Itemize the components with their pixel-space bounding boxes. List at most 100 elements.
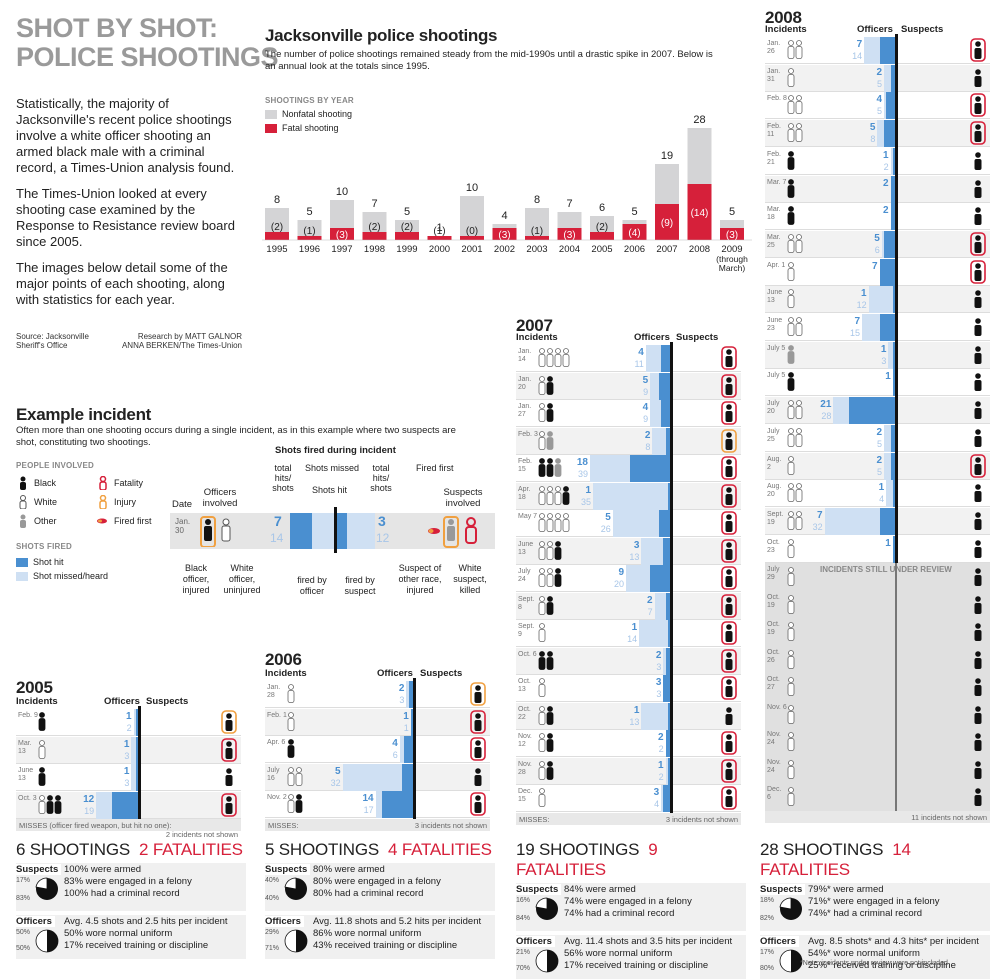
- officer-shots: 1: [403, 722, 409, 733]
- officer-shots: 5: [876, 78, 882, 89]
- x-tick-label: 1999: [396, 244, 417, 255]
- person-icon: [538, 705, 546, 725]
- uniform-pie-chart: [284, 929, 308, 953]
- person-icon: [538, 595, 546, 615]
- shot-missed-label: Shot missed/heard: [33, 571, 109, 581]
- suspect-icons: [221, 765, 237, 794]
- shots-hit-bar: [848, 397, 895, 425]
- fired-first-label: Fired first: [416, 463, 454, 473]
- intro-paragraph: The Times-Union looked at every shooting…: [16, 186, 235, 249]
- shot-hit-swatch: [16, 557, 28, 567]
- cap-white-officer: White officer, uninjured: [223, 563, 261, 595]
- race-pie-chart: [284, 877, 307, 900]
- officer-hits: 3: [633, 539, 640, 551]
- shootings-count: 19 SHOOTINGS: [516, 840, 640, 859]
- chart-title: Jacksonville police shootings: [265, 26, 498, 45]
- person-icon: [295, 794, 303, 813]
- shots-hit-bar: [659, 510, 670, 537]
- year-summary: 6 SHOOTINGS 2 FATALITIES Suspects 17% 83…: [16, 840, 246, 959]
- shots-hit-bar: [667, 702, 670, 730]
- officer-hits: 4: [642, 402, 649, 413]
- bar-total-label: 4: [501, 210, 507, 222]
- shots-hit-bar: [135, 709, 138, 736]
- bar-fatal: [362, 232, 387, 240]
- not-shown-label: 3 incidents not shown: [414, 820, 487, 830]
- shots-missed-bar: [884, 424, 895, 452]
- person-icon: [795, 95, 803, 115]
- officer-icons: [787, 67, 795, 93]
- person-icon: [787, 732, 795, 752]
- incident-date: Feb. 9: [18, 712, 38, 719]
- officer-hits: 2: [876, 454, 882, 466]
- shots-missed-bar: [890, 147, 895, 175]
- suspects-summary: Suspects 40% 40% 80% were armed 80% were…: [265, 863, 495, 911]
- legend-other: Other: [34, 516, 57, 526]
- not-shown-label: 11 incidents not shown: [911, 812, 987, 822]
- officer-shots: 4: [654, 799, 660, 809]
- footnote: *Note: incidents under review were not i…: [800, 960, 948, 967]
- officer-icons: [787, 289, 795, 314]
- officer-icons: [787, 427, 803, 453]
- shots-hit-bar: [665, 427, 670, 455]
- suspect-icons: [721, 483, 737, 513]
- officers-label: Officers: [760, 936, 799, 947]
- officer-shots: 14: [627, 634, 638, 644]
- person-icon: [787, 787, 795, 807]
- chart-tag: SHOOTINGS BY YEAR: [265, 96, 354, 105]
- example-officer-miss-bar: [312, 513, 334, 549]
- shots-tag: SHOTS FIRED: [16, 542, 72, 551]
- officer-shots: 2: [126, 723, 132, 733]
- officer-shots: 32: [330, 777, 341, 788]
- person-icon: [787, 150, 795, 170]
- incident-date: Nov. 2: [267, 794, 287, 801]
- off-pct-1: 50%: [16, 929, 31, 936]
- officer-hits: 4: [638, 347, 644, 358]
- research-credit: Research by MATT GALNOR ANNA BERKEN/The …: [112, 332, 242, 350]
- officer-hits: 2: [658, 732, 664, 743]
- officer-stat: Avg. 11.4 shots and 3.5 hits per inciden…: [564, 936, 733, 947]
- officer-shots: 8: [870, 134, 876, 145]
- race-pct-2: 83%: [16, 895, 31, 902]
- bar-fatal-label: (1): [531, 226, 543, 237]
- suspect-icons: [470, 682, 486, 711]
- officer-icons: [538, 458, 562, 483]
- incident-date: Apr. 1: [767, 261, 786, 269]
- person-icon: [787, 344, 795, 364]
- officers-summary: Officers 50% 50% Avg. 4.5 shots and 2.5 …: [16, 915, 246, 959]
- suspect-icons: [721, 511, 737, 540]
- incident-date: Apr. 18: [518, 485, 531, 501]
- suspect-icon: [721, 731, 737, 755]
- bar-total-label: 6: [599, 202, 605, 214]
- suspect-icon: [974, 568, 982, 587]
- officer-shots: 2: [658, 771, 664, 782]
- bar-chart: 8 (2) 1995 5 (1) 1996 10 (3) 1997 7 (2) 1998 5 (2) 199…: [262, 114, 752, 273]
- suspect-icon: [974, 650, 982, 669]
- bar-fatal-label: (0): [466, 226, 478, 237]
- legend-nonfatal: Nonfatal shooting: [265, 109, 354, 119]
- officer-icons: [38, 794, 62, 820]
- officer-icons: [787, 40, 803, 65]
- review-date: Oct. 26: [767, 648, 780, 664]
- bar-nonfatal: [687, 128, 712, 184]
- bar-fatal-label: (3): [336, 230, 348, 241]
- injury-icon: [99, 495, 107, 509]
- person-icon: [538, 458, 546, 477]
- incident-row: Oct. 23 1: [765, 535, 990, 563]
- suspect-icon: [474, 767, 482, 786]
- officer-icons: [787, 400, 803, 425]
- shots-missed-bar: [652, 427, 670, 455]
- officer-hits: 1: [585, 484, 591, 496]
- incident-row: Oct. 3 12 19: [16, 791, 241, 820]
- suspect-icon: [221, 737, 237, 762]
- suspect-icon: [721, 786, 737, 810]
- person-icon: [562, 485, 570, 505]
- incident-row: July 16 5 32: [265, 763, 490, 791]
- fatalities-count: 14 FATALITIES: [760, 840, 911, 879]
- officer-hits: 1: [861, 288, 867, 300]
- person-icon: [787, 289, 795, 309]
- incident-row: Jan. 27 4 9: [516, 400, 741, 427]
- off-pct-1: 21%: [516, 949, 531, 956]
